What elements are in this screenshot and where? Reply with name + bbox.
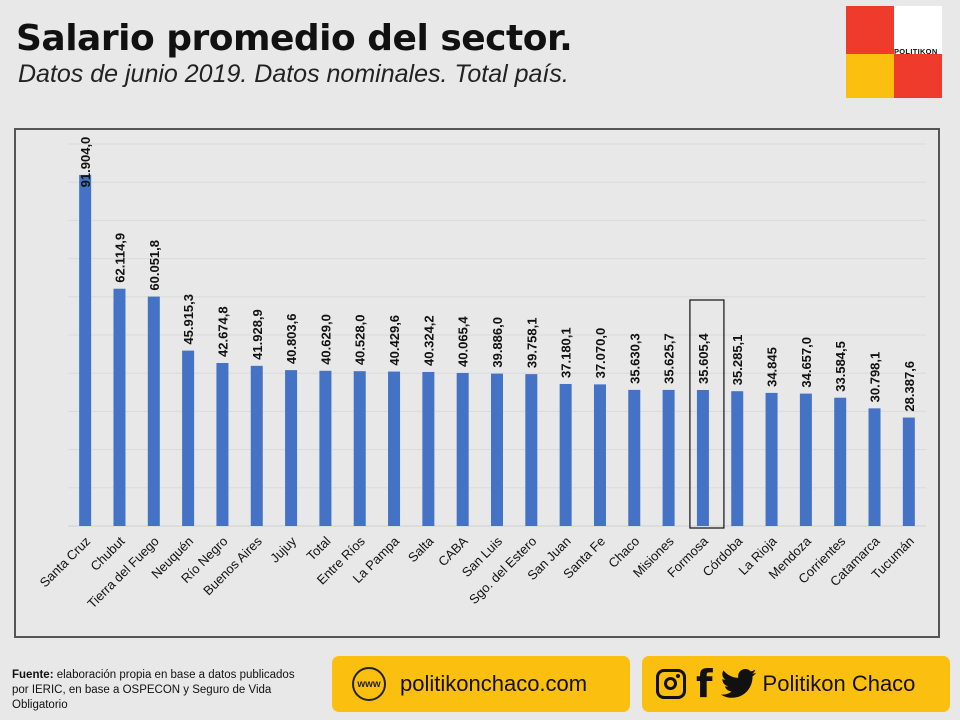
bar-15 (593, 384, 606, 526)
bar-14 (559, 383, 572, 526)
website-banner[interactable]: www politikonchaco.com (332, 656, 630, 712)
data-label: 40.429,6 (387, 315, 402, 366)
data-label: 91.904,0 (78, 137, 93, 188)
data-label: 40.629,0 (318, 314, 333, 365)
bar-16 (628, 389, 641, 526)
data-label: 30.798,1 (868, 352, 883, 403)
data-label: 41.928,9 (250, 309, 265, 360)
data-label: 40.324,2 (421, 315, 436, 366)
logo-text: POLITIKON (894, 47, 938, 56)
bar-0 (79, 174, 92, 526)
data-label: 62.114,9 (112, 233, 127, 283)
data-label: 33.584,5 (833, 341, 848, 392)
bar-23 (868, 408, 881, 526)
instagram-icon[interactable] (656, 669, 686, 699)
data-label: 40.065,4 (456, 316, 471, 367)
bar-19 (731, 391, 744, 526)
bar-10 (422, 371, 435, 526)
data-label: 35.605,4 (696, 333, 711, 384)
bar-2 (147, 296, 160, 526)
bar-21 (799, 393, 812, 526)
data-label: 37.180,1 (559, 327, 574, 378)
data-label: 40.803,6 (284, 314, 299, 365)
data-label: 40.528,0 (353, 315, 368, 366)
bar-1 (113, 288, 126, 526)
category-label: Jujuy (267, 533, 299, 565)
category-label: Santa Cruz (37, 534, 94, 591)
data-label: 39.758,1 (524, 318, 539, 369)
twitter-icon[interactable] (720, 669, 757, 699)
bar-11 (456, 372, 469, 526)
data-label: 45.915,3 (181, 294, 196, 345)
website-link[interactable]: politikonchaco.com (400, 671, 588, 696)
bar-13 (525, 374, 538, 526)
bar-24 (902, 417, 915, 526)
category-label: Total (303, 533, 333, 563)
bar-8 (353, 371, 366, 526)
social-handle[interactable]: Politikon Chaco (762, 671, 916, 696)
bar-12 (491, 373, 503, 526)
data-label: 37.070,0 (593, 328, 608, 379)
bar-5 (250, 365, 263, 526)
data-label: 35.625,7 (662, 333, 677, 384)
bar-22 (834, 397, 847, 526)
bar-4 (216, 362, 229, 526)
source-label: Fuente: (12, 669, 54, 681)
bar-6 (285, 370, 298, 526)
data-label: 60.051,8 (147, 240, 162, 291)
bar-9 (388, 371, 401, 526)
bar-18 (696, 389, 709, 526)
bar-7 (319, 370, 332, 526)
chart-frame (14, 128, 940, 638)
data-label: 34.845 (765, 347, 780, 387)
globe-icon: www (352, 667, 386, 701)
bar-20 (765, 392, 778, 526)
data-label: 42.674,8 (215, 306, 230, 357)
page-subtitle: Datos de junio 2019. Datos nominales. To… (18, 60, 569, 88)
data-label: 34.657,0 (799, 337, 814, 388)
page-title: Salario promedio del sector. (16, 18, 573, 59)
highlight-box (689, 299, 725, 529)
data-label: 35.630,3 (627, 333, 642, 384)
politikon-logo: POLITIKON (846, 6, 942, 98)
bar-3 (182, 350, 195, 526)
data-label: 28.387,6 (902, 361, 917, 412)
data-label: 39.886,0 (490, 317, 505, 368)
social-banner[interactable]: f Politikon Chaco (642, 656, 950, 712)
facebook-icon[interactable]: f (696, 662, 713, 706)
source-text: elaboración propia en base a datos publi… (12, 669, 295, 711)
bar-17 (662, 389, 675, 526)
source-note: Fuente: elaboración propia en base a dat… (12, 668, 302, 713)
data-label: 35.285,1 (730, 335, 745, 386)
category-label: Salta (405, 533, 437, 565)
